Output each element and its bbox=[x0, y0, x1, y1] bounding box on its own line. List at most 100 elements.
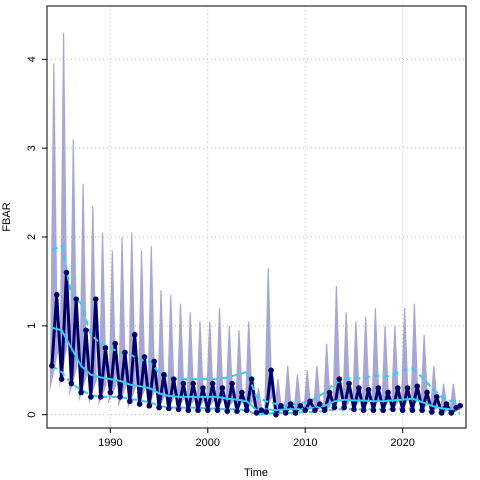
median-point bbox=[53, 291, 60, 298]
median-point bbox=[278, 402, 284, 409]
median-point bbox=[448, 410, 455, 416]
x-tick-label: 1990 bbox=[98, 437, 122, 449]
median-point bbox=[292, 410, 299, 416]
median-point bbox=[346, 380, 352, 387]
median-point bbox=[253, 410, 260, 416]
x-axis-title: Time bbox=[244, 467, 268, 479]
median-point bbox=[214, 407, 221, 414]
median-point bbox=[375, 385, 382, 391]
median-point bbox=[209, 380, 216, 387]
median-point bbox=[239, 389, 245, 396]
median-point bbox=[297, 402, 304, 409]
median-point bbox=[331, 404, 338, 411]
x-tick-label: 2010 bbox=[293, 437, 317, 449]
median-point bbox=[131, 331, 138, 338]
median-point bbox=[341, 404, 347, 411]
median-point bbox=[88, 394, 94, 400]
median-point bbox=[457, 402, 463, 409]
median-point bbox=[141, 354, 148, 360]
median-point bbox=[248, 376, 255, 382]
median-point bbox=[190, 380, 196, 387]
median-point bbox=[68, 380, 75, 387]
median-points bbox=[49, 269, 463, 418]
median-point bbox=[287, 401, 294, 407]
y-axis-title: FBAR bbox=[1, 202, 13, 231]
median-point bbox=[419, 407, 425, 414]
median-point bbox=[307, 398, 313, 405]
median-point bbox=[380, 407, 386, 414]
axes: 1990 2000 2010 2020 0 1 2 3 4 bbox=[26, 56, 415, 449]
median-point bbox=[336, 376, 343, 382]
median-point bbox=[146, 402, 153, 409]
median-point bbox=[151, 358, 157, 365]
median-point bbox=[180, 380, 187, 387]
y-tick-label: 4 bbox=[26, 56, 38, 62]
median-point bbox=[166, 405, 172, 412]
median-point bbox=[97, 394, 104, 400]
plot-frame bbox=[46, 5, 467, 429]
median-point bbox=[58, 376, 65, 382]
median-point bbox=[268, 367, 274, 374]
median-point bbox=[117, 394, 123, 400]
median-point bbox=[170, 376, 177, 382]
median-point bbox=[321, 407, 328, 414]
median-point bbox=[317, 401, 323, 407]
median-point bbox=[390, 406, 396, 413]
median-point bbox=[433, 394, 440, 400]
x-tick-label: 2000 bbox=[196, 437, 220, 449]
median-point bbox=[127, 398, 133, 405]
median-point bbox=[107, 389, 114, 396]
median-point bbox=[282, 410, 289, 416]
y-tick-label: 3 bbox=[26, 145, 38, 151]
median-point bbox=[92, 296, 99, 302]
median-point bbox=[429, 409, 435, 415]
median-point bbox=[263, 409, 270, 415]
median-point bbox=[365, 386, 372, 393]
y-tick-label: 2 bbox=[26, 234, 38, 240]
y-tick-label: 1 bbox=[26, 323, 38, 329]
median-point bbox=[219, 385, 226, 391]
median-point bbox=[234, 408, 240, 414]
median-point bbox=[156, 404, 162, 411]
median-point bbox=[122, 349, 128, 356]
median-point bbox=[175, 406, 182, 413]
median-point bbox=[443, 401, 450, 407]
median-point bbox=[63, 269, 70, 276]
median-point bbox=[49, 363, 55, 369]
median-point bbox=[136, 401, 143, 407]
median-point bbox=[112, 340, 119, 347]
uncertainty-band bbox=[49, 32, 458, 415]
median-point bbox=[195, 407, 201, 414]
median-point bbox=[102, 345, 109, 351]
median-point bbox=[399, 407, 406, 414]
median-point bbox=[200, 385, 206, 391]
band-spike bbox=[88, 205, 97, 405]
y-tick-label: 0 bbox=[26, 412, 38, 418]
median-point bbox=[73, 296, 80, 302]
median-point bbox=[356, 385, 362, 391]
median-point bbox=[360, 407, 367, 414]
median-point bbox=[204, 407, 211, 414]
median-point bbox=[243, 407, 250, 414]
median-point bbox=[312, 407, 318, 414]
upper-dashed-line bbox=[51, 244, 461, 407]
median-point bbox=[161, 371, 167, 378]
median-point bbox=[394, 385, 401, 391]
median-point bbox=[83, 327, 89, 334]
median-point bbox=[78, 389, 84, 396]
median-point bbox=[404, 385, 411, 391]
median-point bbox=[185, 407, 192, 414]
median-point bbox=[224, 408, 231, 414]
median-point bbox=[424, 389, 430, 396]
median-point bbox=[351, 406, 357, 413]
median-point bbox=[370, 407, 377, 414]
median-point bbox=[258, 407, 265, 414]
median-point bbox=[326, 389, 333, 396]
median-point bbox=[438, 410, 445, 416]
median-point bbox=[229, 380, 235, 387]
median-point bbox=[302, 407, 309, 414]
median-point bbox=[273, 411, 279, 418]
median-point bbox=[414, 383, 421, 390]
x-tick-label: 2020 bbox=[390, 437, 414, 449]
